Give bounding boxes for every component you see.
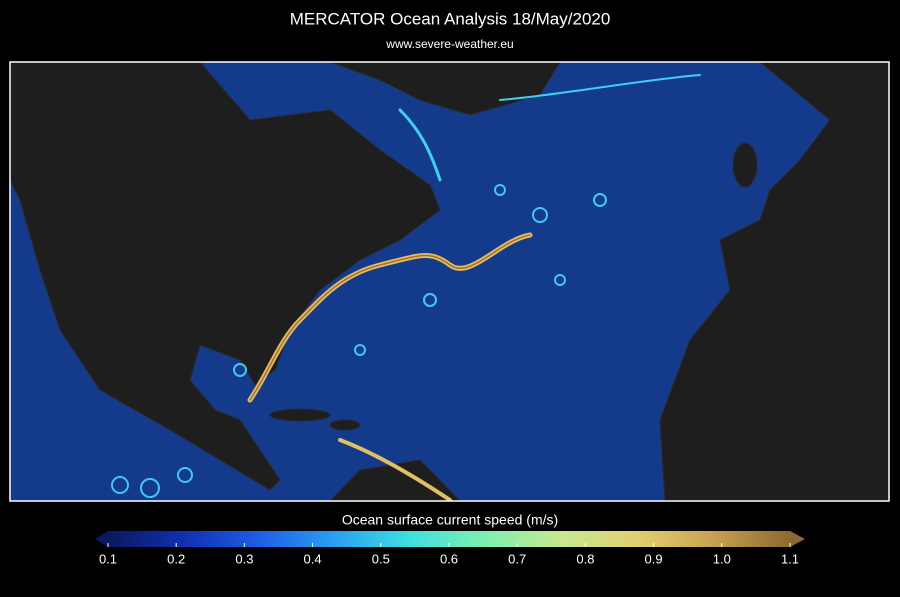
map-frame [9, 61, 890, 502]
colorbar-ticks: 0.1 0.2 0.3 0.4 0.5 0.6 0.7 0.8 0.9 1.0 1.1 [99, 543, 799, 566]
britain [732, 142, 758, 188]
caribbean-current [338, 438, 452, 501]
colorbar-tick-label: 0.6 [440, 551, 458, 566]
colorbar-tick-label: 0.2 [167, 551, 185, 566]
europe-africa [659, 62, 889, 501]
hispaniola [329, 419, 361, 431]
cuba [269, 408, 331, 422]
irminger-current [499, 74, 701, 101]
colorbar-tick-label: 1.0 [713, 551, 731, 566]
gulf-stream-core [249, 234, 531, 401]
map [10, 62, 889, 501]
subtitle: www.severe-weather.eu [385, 37, 513, 51]
colorbar-tick-label: 0.9 [645, 551, 663, 566]
labrador-current [398, 108, 442, 182]
colorbar-tick-label: 0.8 [576, 551, 594, 566]
greenland [329, 62, 561, 116]
eddies [111, 184, 607, 498]
currents [111, 74, 701, 501]
colorbar-extend-high [790, 531, 805, 547]
colorbar [108, 531, 790, 547]
land [10, 62, 889, 501]
title: MERCATOR Ocean Analysis 18/May/2020 [290, 9, 611, 28]
colorbar-tick-label: 1.1 [781, 551, 799, 566]
colorbar-tick-label: 0.1 [99, 551, 117, 566]
colorbar-tick-label: 0.3 [235, 551, 253, 566]
colorbar-tick-label: 0.5 [372, 551, 390, 566]
colorbar-tick-label: 0.4 [304, 551, 322, 566]
south-america [329, 459, 461, 501]
colorbar-label: Ocean surface current speed (m/s) [342, 512, 558, 528]
north-america [10, 62, 441, 491]
colorbar-extend-low [95, 531, 108, 547]
colorbar-tick-label: 0.7 [508, 551, 526, 566]
